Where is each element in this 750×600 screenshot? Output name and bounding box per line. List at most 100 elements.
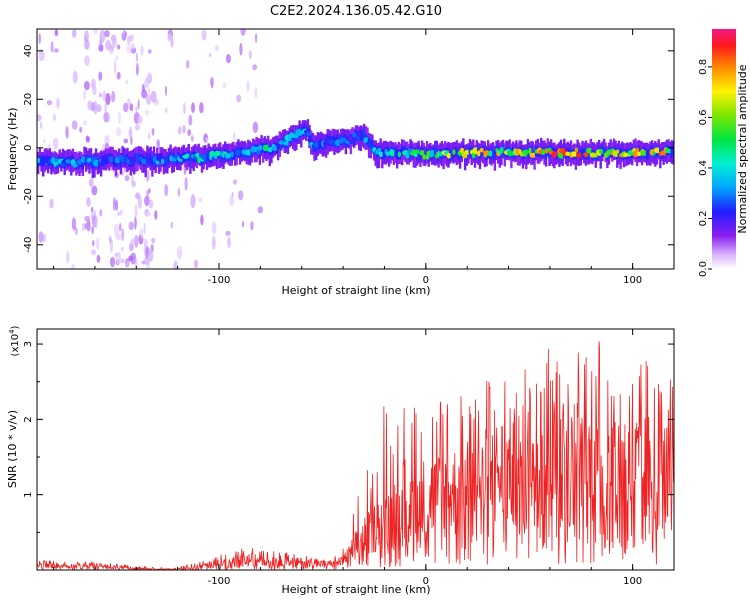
ridge-core	[357, 133, 362, 138]
ridge-core	[446, 152, 452, 159]
snr-scale-label: (x104)	[8, 325, 21, 356]
noise-patch	[83, 88, 87, 101]
noise-patch	[118, 111, 121, 124]
ridge-band	[419, 150, 422, 161]
noise-patch	[134, 234, 139, 248]
noise-patch	[104, 102, 107, 114]
ridge-core	[132, 154, 137, 162]
ridge-band	[164, 156, 167, 167]
ridge-band	[396, 149, 399, 160]
ridge-core	[636, 147, 640, 153]
noise-patch	[190, 194, 196, 209]
ridge-core	[195, 152, 200, 158]
noise-patch	[190, 135, 194, 142]
noise-patch	[199, 102, 204, 114]
ridge-band	[544, 149, 548, 160]
ridge-band	[401, 145, 404, 156]
noise-patch	[145, 212, 151, 217]
noise-patch	[79, 126, 83, 133]
x-tick-label: -100	[208, 576, 231, 587]
y-tick-label: 40	[23, 44, 34, 57]
noise-patch	[96, 254, 101, 263]
y-tick-label: 3	[23, 341, 34, 347]
ridge-band	[645, 150, 649, 161]
noise-patch	[156, 139, 160, 150]
spectrogram-y-label: Frequency (Hz)	[6, 108, 19, 191]
noise-patch	[254, 87, 258, 99]
ridge-core	[155, 160, 161, 165]
noise-patch	[82, 222, 85, 232]
ridge-band	[602, 145, 606, 156]
ridge-band	[468, 145, 472, 156]
noise-patch	[104, 134, 110, 146]
noise-patch	[129, 34, 134, 42]
noise-patch	[116, 251, 122, 265]
noise-patch	[71, 217, 76, 231]
ridge-band	[619, 148, 622, 159]
noise-patch	[188, 114, 193, 126]
noise-patch	[52, 137, 59, 150]
ridge-core	[583, 152, 590, 157]
snr-frame	[36, 328, 675, 571]
noise-patch	[98, 71, 103, 81]
noise-patch	[140, 228, 143, 240]
ridge-band	[276, 143, 280, 154]
ridge-band	[578, 147, 581, 158]
noise-patch	[46, 100, 53, 106]
noise-patch	[128, 255, 134, 262]
noise-patch	[211, 221, 217, 235]
ridge-core	[414, 152, 418, 158]
ridge-band	[455, 146, 458, 157]
ridge-band	[167, 154, 171, 165]
noise-patch	[74, 227, 78, 235]
ridge-band	[146, 153, 149, 164]
noise-patch	[144, 195, 150, 207]
ridge-band	[353, 135, 356, 146]
noise-patch	[177, 245, 183, 260]
noise-patch	[43, 138, 46, 143]
ridge-band	[434, 147, 437, 157]
y-tick-label: 20	[23, 93, 34, 106]
noise-patch	[71, 29, 77, 38]
ridge-core	[422, 154, 427, 160]
ridge-band	[581, 147, 584, 158]
noise-patch	[108, 235, 112, 244]
noise-patch	[115, 127, 122, 137]
noise-patch	[84, 215, 91, 222]
ridge-band	[207, 150, 210, 161]
ridge-band	[362, 128, 366, 139]
colorbar-label: Normalized spectral amplitude	[736, 64, 749, 233]
noise-patch	[49, 198, 54, 209]
noise-patch	[128, 221, 134, 231]
ridge-band	[569, 146, 573, 157]
noise-patch	[85, 136, 91, 143]
noise-patch	[98, 91, 101, 96]
noise-patch	[248, 50, 252, 59]
colorbar-tick-label: 0.4	[698, 160, 709, 176]
ridge-band	[51, 159, 55, 170]
noise-patch	[38, 49, 45, 62]
ridge-band	[371, 140, 374, 150]
noise-patch	[113, 223, 120, 237]
noise-patch	[246, 80, 250, 92]
noise-patch	[154, 210, 158, 220]
noise-patch	[114, 60, 117, 74]
ridge-core	[307, 137, 313, 143]
ridge-core	[488, 150, 493, 157]
ridge-band	[98, 158, 101, 169]
noise-patch	[99, 209, 103, 217]
ridge-core	[378, 151, 384, 158]
noise-patch	[225, 230, 231, 236]
noise-patch	[164, 184, 169, 197]
noise-patch	[252, 121, 259, 133]
colorbar-tick-label: 0.0	[698, 261, 709, 277]
ridge-core	[314, 142, 320, 148]
noise-patch	[205, 137, 208, 142]
ridge-core	[429, 149, 435, 157]
noise-patch	[225, 54, 231, 64]
x-tick-label: 0	[423, 576, 429, 587]
noise-patch	[150, 90, 157, 103]
noise-patch	[94, 215, 98, 229]
noise-patch	[93, 100, 98, 115]
noise-patch	[87, 100, 92, 111]
